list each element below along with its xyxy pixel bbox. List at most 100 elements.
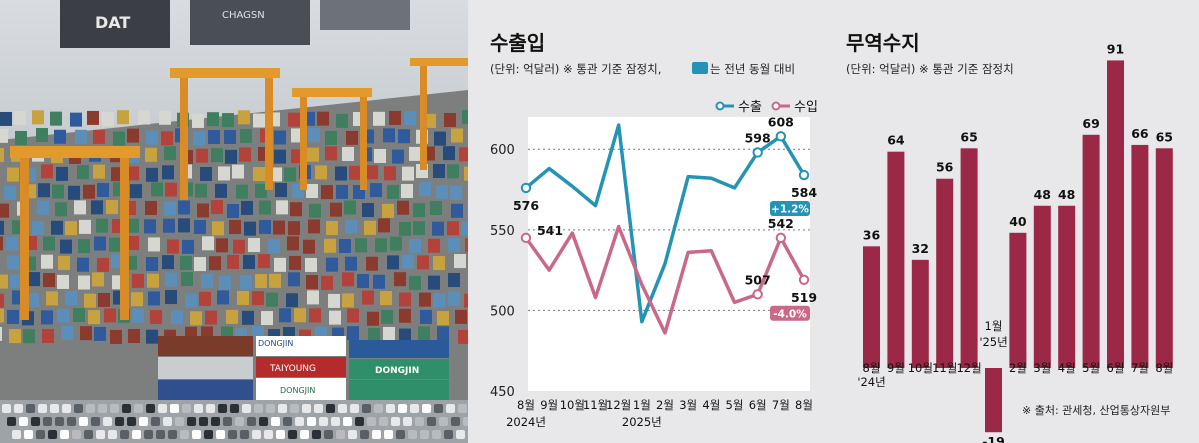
data-label: 519 bbox=[791, 290, 817, 305]
container bbox=[306, 183, 318, 198]
container bbox=[127, 166, 139, 181]
x-tick-label: 2월 bbox=[656, 398, 674, 412]
car bbox=[348, 430, 357, 439]
car bbox=[254, 404, 263, 413]
container bbox=[284, 167, 296, 182]
container bbox=[309, 308, 321, 323]
container bbox=[321, 185, 333, 200]
container bbox=[430, 200, 442, 215]
car bbox=[360, 430, 369, 439]
balance-chart-title: 무역수지 bbox=[846, 31, 920, 55]
year-label: 2024년 bbox=[506, 415, 546, 429]
trade-legend: 수출 수입 bbox=[715, 100, 818, 115]
container bbox=[199, 291, 211, 306]
container bbox=[75, 129, 87, 144]
container bbox=[399, 221, 411, 236]
container bbox=[330, 202, 342, 217]
container bbox=[418, 326, 430, 341]
car bbox=[398, 404, 407, 413]
container bbox=[383, 326, 395, 341]
container bbox=[227, 254, 239, 269]
container bbox=[242, 310, 254, 325]
container bbox=[229, 220, 241, 235]
container bbox=[306, 275, 318, 290]
bar-value-label: 56 bbox=[936, 160, 954, 175]
crane-3 bbox=[10, 146, 140, 320]
container bbox=[374, 148, 386, 163]
shading-legend-swatch bbox=[692, 62, 708, 74]
container bbox=[308, 128, 320, 143]
container bbox=[0, 220, 4, 235]
crane-2 bbox=[292, 88, 372, 190]
bar bbox=[1107, 60, 1124, 369]
x-tick-label: 3월 bbox=[1033, 361, 1051, 375]
container bbox=[346, 130, 358, 145]
container bbox=[0, 293, 4, 308]
container bbox=[165, 290, 177, 305]
x-tick-label: 10월 bbox=[560, 398, 585, 412]
container bbox=[259, 219, 271, 234]
container bbox=[399, 292, 411, 307]
container bbox=[448, 273, 460, 288]
container bbox=[326, 221, 338, 236]
container bbox=[451, 203, 463, 218]
car bbox=[422, 404, 431, 413]
container bbox=[7, 167, 19, 182]
ship-sign-2: CHAGSN bbox=[222, 10, 265, 21]
container bbox=[132, 273, 144, 288]
container bbox=[366, 165, 378, 180]
container bbox=[362, 290, 374, 305]
container bbox=[399, 328, 411, 343]
container bbox=[27, 293, 39, 308]
car bbox=[240, 430, 249, 439]
container bbox=[106, 200, 118, 215]
container bbox=[4, 185, 16, 200]
container bbox=[288, 112, 300, 127]
x-tick-label: 3월 bbox=[679, 398, 697, 412]
container bbox=[362, 203, 374, 218]
container bbox=[243, 255, 255, 270]
data-label: 598 bbox=[745, 130, 771, 145]
car bbox=[290, 404, 299, 413]
year-label: '24년 bbox=[857, 375, 885, 389]
container bbox=[192, 113, 204, 128]
ship-hull-3 bbox=[320, 0, 410, 30]
container bbox=[255, 183, 267, 198]
container bbox=[216, 238, 228, 253]
car bbox=[2, 404, 11, 413]
x-tick-label: 1월 bbox=[633, 398, 651, 412]
bar bbox=[1082, 134, 1100, 368]
bar-value-label: 66 bbox=[1131, 126, 1149, 141]
car bbox=[312, 430, 321, 439]
x-tick-label: 9월 bbox=[887, 361, 905, 375]
car bbox=[108, 430, 117, 439]
container bbox=[389, 110, 401, 125]
container bbox=[97, 257, 109, 272]
y-tick-600: 600 bbox=[490, 143, 515, 158]
container bbox=[252, 291, 264, 306]
container bbox=[266, 292, 278, 307]
container bbox=[61, 326, 73, 341]
container bbox=[127, 128, 139, 143]
car bbox=[379, 417, 388, 426]
container bbox=[225, 149, 237, 164]
car bbox=[410, 404, 419, 413]
container bbox=[276, 200, 288, 215]
container bbox=[447, 164, 459, 179]
container bbox=[258, 254, 270, 269]
container bbox=[448, 291, 460, 306]
container bbox=[147, 273, 159, 288]
container bbox=[38, 183, 50, 198]
container bbox=[355, 238, 367, 253]
container bbox=[201, 273, 213, 288]
container bbox=[344, 200, 356, 215]
container bbox=[0, 147, 4, 162]
car bbox=[288, 430, 297, 439]
container bbox=[380, 291, 392, 306]
container bbox=[165, 272, 177, 287]
container bbox=[41, 254, 53, 269]
car bbox=[79, 417, 88, 426]
container bbox=[190, 311, 202, 326]
change-badge: +1.2% bbox=[771, 204, 809, 216]
container bbox=[240, 275, 252, 290]
